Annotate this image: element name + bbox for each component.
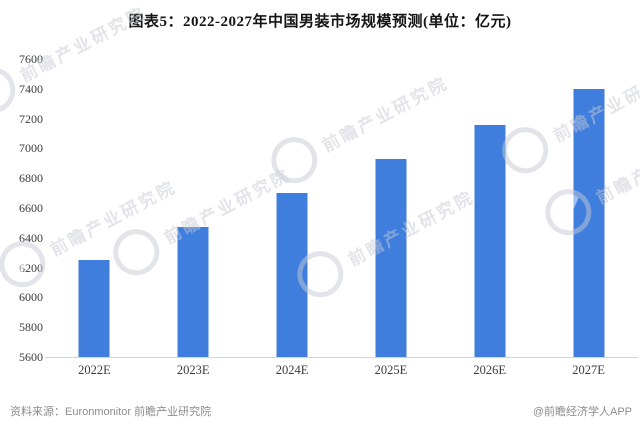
- chart-bar-2027E: [573, 88, 605, 357]
- bar-slot: [341, 59, 440, 357]
- chart-bar-2025E: [375, 158, 407, 357]
- bar-slot: [539, 59, 638, 357]
- x-tick-label: 2023E: [176, 363, 210, 377]
- y-tick-label: 5600: [19, 350, 43, 364]
- y-axis: 5600 5800 6000 6200 6400 6600 6800 7000 7200 7400…: [0, 53, 43, 363]
- x-tick-label: 2027E: [572, 363, 605, 377]
- y-tick-label: 5800: [19, 320, 43, 335]
- y-tick-label: 7200: [19, 111, 43, 126]
- y-tick-label: 7600: [19, 52, 43, 66]
- x-tick-label: 2026E: [473, 363, 507, 377]
- bar-slot: [144, 59, 243, 357]
- chart-title: 图表5：2022-2027年中国男装市场规模预测(单位：亿元): [128, 14, 512, 30]
- x-axis: 2022E 2023E 2024E 2025E 2026E 2027E: [45, 364, 638, 377]
- x-tick-label: 2022E: [78, 363, 111, 377]
- y-tick-label: 6200: [19, 260, 43, 275]
- x-tick-label: 2025E: [374, 363, 408, 377]
- credit-text: @前瞻经济学人APP: [532, 406, 632, 418]
- x-tick-label: 2024E: [275, 363, 309, 377]
- y-tick-label: 7400: [19, 81, 43, 96]
- chart-bar-2022E: [78, 260, 110, 357]
- y-tick-label: 6800: [19, 171, 43, 186]
- y-tick-label: 6400: [19, 230, 43, 245]
- bar-slot: [45, 59, 144, 357]
- y-tick-label: 7000: [19, 141, 43, 156]
- y-tick-label: 6000: [19, 290, 43, 305]
- chart-bar-2024E: [276, 193, 308, 357]
- chart-bar-2023E: [177, 227, 209, 357]
- source-text: 资料来源：Euronmonitor 前瞻产业研究院: [10, 406, 212, 418]
- y-tick-label: 6600: [19, 201, 43, 215]
- plot-area: [45, 59, 638, 358]
- bar-slot: [243, 59, 342, 357]
- bar-chart: 5600 5800 6000 6200 6400 6600 6800 7000 7200 7400…: [0, 53, 638, 363]
- chart-bar-2026E: [474, 124, 506, 357]
- bar-slot: [440, 59, 539, 357]
- footer: 资料来源：Euronmonitor 前瞻产业研究院 @前瞻经济学人APP: [10, 403, 632, 419]
